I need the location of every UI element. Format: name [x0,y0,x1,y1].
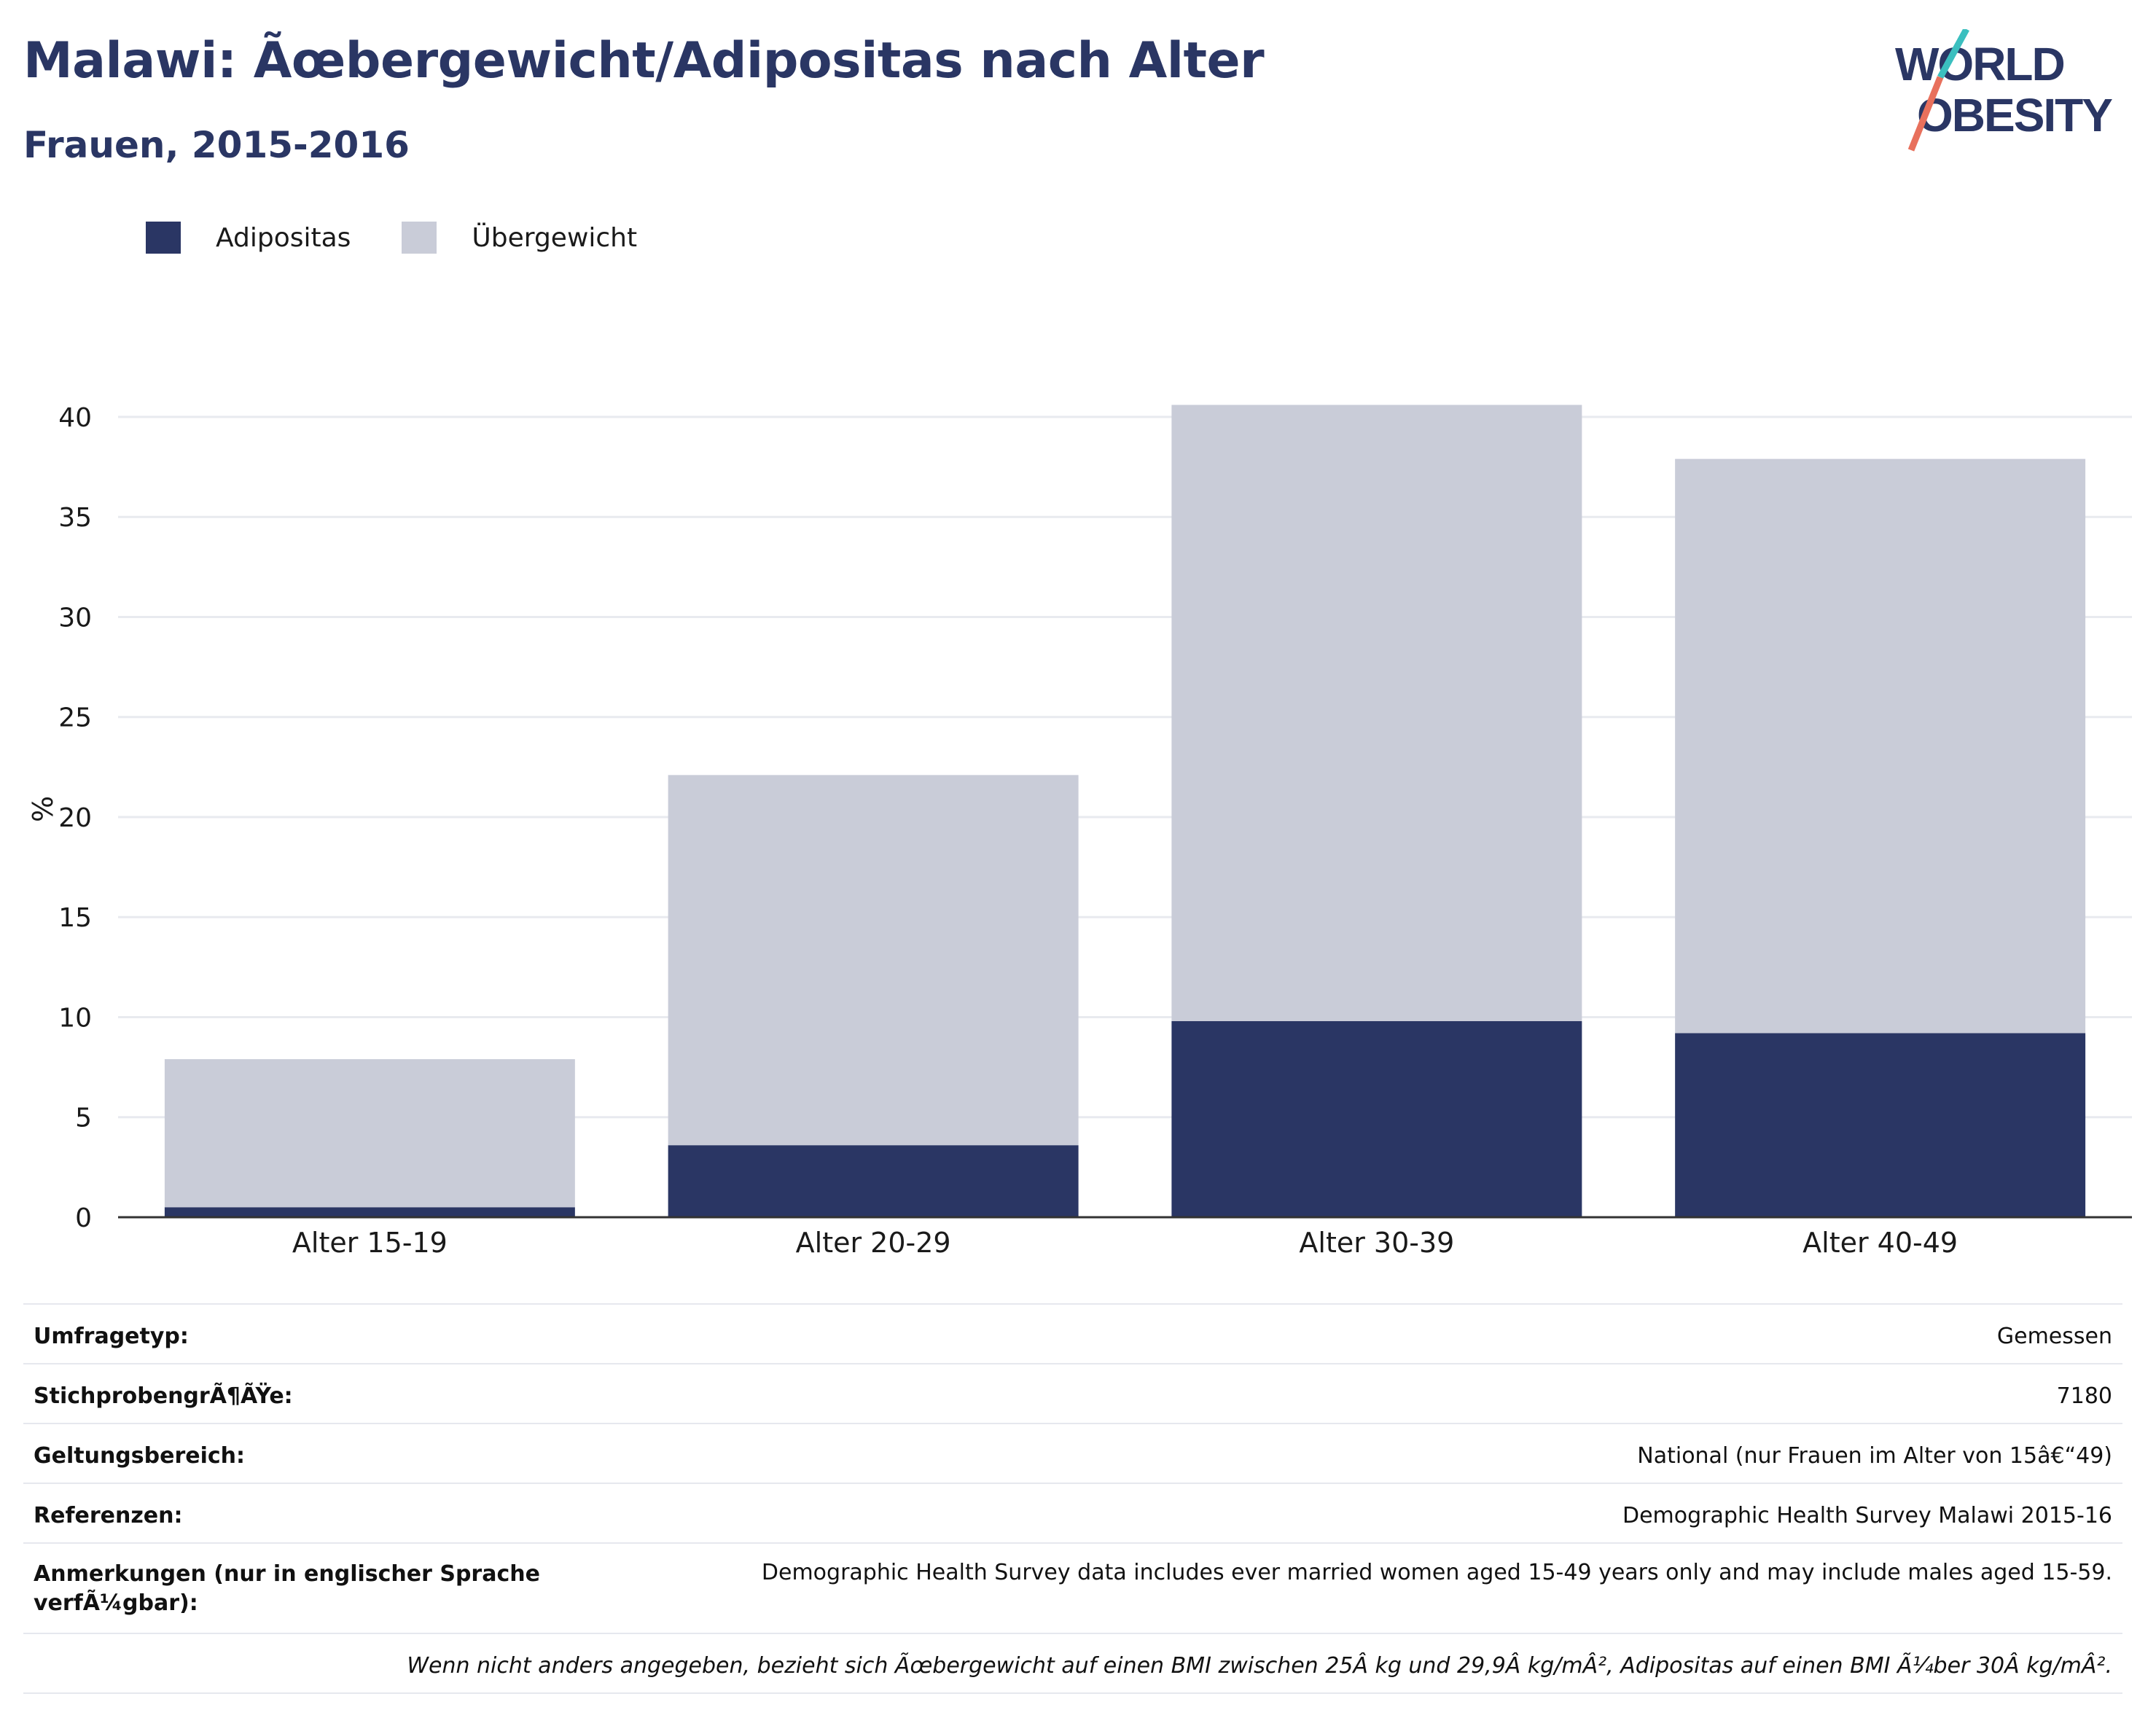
legend-item-adipositas: Adipositas [146,222,351,254]
x-tick-label: Alter 20-29 [796,1227,951,1259]
info-value: Gemessen [1996,1324,2112,1349]
x-tick-label: Alter 30-39 [1299,1227,1454,1259]
info-table: Umfragetyp: Gemessen StichprobengrÃ¶ÃŸe:… [23,1303,2122,1694]
legend: Adipositas Übergewicht [146,216,688,259]
y-tick-label: 15 [58,903,92,933]
y-axis-label: % [27,796,59,822]
y-tick-label: 10 [58,1003,92,1033]
y-tick-label: 40 [58,403,92,433]
bar-uebergewicht [1675,458,2086,1034]
info-row: StichprobengrÃ¶ÃŸe: 7180 [23,1363,2122,1423]
info-row: Geltungsbereich: National (nur Frauen im… [23,1423,2122,1483]
footnote: Wenn nicht anders angegeben, bezieht sic… [407,1653,2112,1679]
world-obesity-logo: WORLD OBESITY [1895,29,2114,152]
info-row: Anmerkungen (nur in englischer Sprache v… [23,1542,2122,1633]
y-tick-label: 25 [58,703,92,733]
info-row: Umfragetyp: Gemessen [23,1303,2122,1363]
chart-title: Malawi: Ãœbergewicht/Adipositas nach Alt… [23,32,1265,90]
info-value: 7180 [2056,1383,2112,1409]
bar-uebergewicht [1171,405,1582,1021]
y-tick-label: 30 [58,603,92,633]
legend-swatch-adipositas [146,222,181,254]
bar-adipositas [1675,1033,2086,1217]
legend-swatch-uebergewicht [402,222,437,254]
info-label: StichprobengrÃ¶ÃŸe: [34,1383,293,1409]
info-label: Referenzen: [34,1503,183,1528]
info-label: Geltungsbereich: [34,1443,246,1469]
legend-item-uebergewicht: Übergewicht [402,222,637,254]
x-tick-label: Alter 40-49 [1802,1227,1958,1259]
bar-uebergewicht [164,1059,575,1208]
x-tick-label: Alter 15-19 [292,1227,448,1259]
info-value: Demographic Health Survey Malawi 2015-16 [1622,1503,2112,1528]
y-tick-label: 35 [58,503,92,533]
info-label: Anmerkungen (nur in englischer Sprache v… [34,1561,540,1616]
svg-text:WORLD: WORLD [1895,38,2064,90]
stacked-bar-chart: 0 5 10 15 20 25 30 35 40% Alter 15-19 Alter 20-29 A… [27,403,2132,1259]
y-tick-label: 0 [75,1203,92,1233]
y-tick-label: 5 [75,1104,92,1133]
info-value: Demographic Health Survey data includes … [761,1560,2112,1585]
legend-label: Übergewicht [472,222,638,253]
info-row: Referenzen: Demographic Health Survey Ma… [23,1483,2122,1542]
bar-adipositas [668,1145,1079,1217]
y-tick-label: 20 [58,803,92,833]
bar-adipositas [1171,1020,1582,1217]
info-value: National (nur Frauen im Alter von 15â€“4… [1637,1443,2112,1469]
footnote-row: Wenn nicht anders angegeben, bezieht sic… [23,1633,2122,1694]
svg-text:OBESITY: OBESITY [1917,89,2112,141]
chart-subtitle: Frauen, 2015-2016 [23,124,410,166]
info-label: Umfragetyp: [34,1324,189,1349]
bar-adipositas [164,1207,575,1217]
legend-label: Adipositas [216,222,351,253]
bar-uebergewicht [668,775,1079,1146]
